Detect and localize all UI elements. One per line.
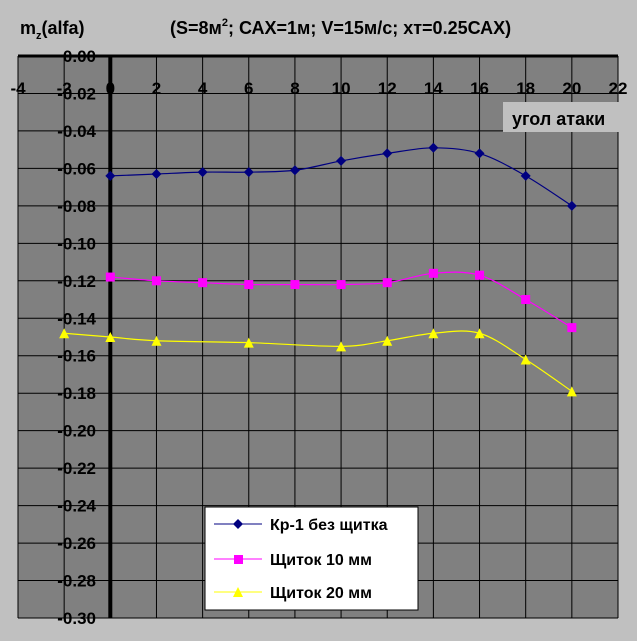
x-tick-label-12: 20: [562, 79, 581, 98]
x-tick-label-3: 2: [152, 79, 161, 98]
series-2-point-10: [520, 354, 531, 365]
legend: Кр-1 без щитка Щиток 10 мм Щиток 20 мм: [204, 506, 419, 611]
legend-item-kr1: Кр-1 без щитка: [214, 517, 388, 534]
series-1-point-10: [567, 323, 577, 333]
series-2-point-9: [474, 328, 485, 339]
legend-item-flap20: Щиток 20 мм: [214, 585, 372, 602]
y-tick-label-11: -0.22: [57, 459, 96, 478]
series-0-point-10: [566, 200, 577, 211]
y-tick-label-1: -0.02: [57, 84, 96, 103]
series-1-point-4: [290, 280, 300, 290]
series-0-point-2: [197, 167, 208, 178]
series-2-point-2: [151, 335, 162, 346]
series-1-point-9: [521, 295, 531, 305]
series-0-point-8: [474, 148, 485, 159]
series-0-point-7: [428, 142, 439, 153]
series-0-point-5: [336, 155, 347, 166]
y-tick-label-9: -0.18: [57, 384, 96, 403]
legend-label-kr1: Кр-1 без щитка: [270, 517, 388, 534]
series-2: [59, 328, 577, 397]
chart-subtitle: (S=8м2; САХ=1м; V=15м/с; хт=0.25САХ): [170, 17, 511, 38]
series-1-point-3: [244, 280, 254, 290]
x-tick-label-13: 22: [609, 79, 628, 98]
series-0-point-6: [382, 148, 393, 159]
series-1-point-6: [382, 278, 392, 288]
series-2-point-1: [105, 332, 116, 342]
series-1: [105, 268, 577, 333]
chart-title: mz(alfa): [20, 18, 85, 42]
series-0-point-3: [243, 167, 254, 178]
series-2-point-4: [243, 337, 254, 348]
x-tick-label-1: -2: [57, 79, 72, 98]
series-2-point-7: [382, 335, 393, 346]
y-tick-label-5: -0.10: [57, 234, 96, 253]
x-tick-label-9: 14: [424, 79, 443, 98]
x-tick-label-10: 16: [470, 79, 489, 98]
series-2-point-8: [428, 328, 439, 339]
series-1-point-1: [151, 276, 161, 286]
x-tick-label-7: 10: [332, 79, 351, 98]
series-2-point-6: [336, 341, 347, 352]
y-tick-label-4: -0.08: [57, 197, 96, 216]
x-tick-label-4: 4: [198, 79, 208, 98]
series-1-point-8: [475, 270, 485, 280]
x-tick-label-2: 0: [106, 79, 115, 98]
y-tick-label-10: -0.20: [57, 422, 96, 441]
x-tick-label-11: 18: [516, 79, 535, 98]
legend-item-flap10: Щиток 10 мм: [214, 552, 372, 569]
series-1-point-7: [428, 268, 438, 278]
series-1-point-5: [336, 280, 346, 290]
legend-label-flap20: Щиток 20 мм: [270, 585, 372, 602]
legend-label-flap10: Щиток 10 мм: [270, 552, 372, 569]
x-tick-label-8: 12: [378, 79, 397, 98]
series-2-point-0: [59, 328, 70, 339]
y-tick-label-15: -0.30: [57, 609, 96, 628]
y-tick-label-0: 0.00: [63, 47, 96, 66]
series-0-point-4: [289, 165, 300, 176]
x-tick-label-5: 6: [244, 79, 253, 98]
y-tick-label-7: -0.14: [57, 309, 96, 328]
series-2-point-11: [566, 386, 577, 397]
x-tick-label-0: -4: [10, 79, 26, 98]
series-0: [105, 142, 577, 211]
y-tick-label-6: -0.12: [57, 272, 96, 291]
series-1-point-2: [198, 278, 208, 288]
series-line-2: [64, 330, 573, 392]
series-layer: [59, 142, 577, 397]
series-1-point-0: [105, 272, 115, 282]
y-tick-label-14: -0.28: [57, 572, 96, 591]
series-0-point-9: [520, 170, 531, 181]
series-0-point-1: [151, 169, 162, 180]
x-axis-label-box: угол атаки: [503, 102, 629, 132]
x-axis-label: угол атаки: [512, 109, 605, 129]
x-tick-label-6: 8: [290, 79, 299, 98]
y-tick-label-12: -0.24: [57, 497, 96, 516]
y-tick-label-3: -0.06: [57, 159, 96, 178]
y-tick-label-8: -0.16: [57, 347, 96, 366]
y-tick-label-13: -0.26: [57, 534, 96, 553]
series-0-point-0: [105, 170, 116, 181]
tick-labels: -4 -2 0 2 4 6 8 10 12 14 16 18 20 22 0.00 -0.02 -0.04 -0.…: [10, 47, 627, 628]
y-tick-label-2: -0.04: [57, 122, 96, 141]
